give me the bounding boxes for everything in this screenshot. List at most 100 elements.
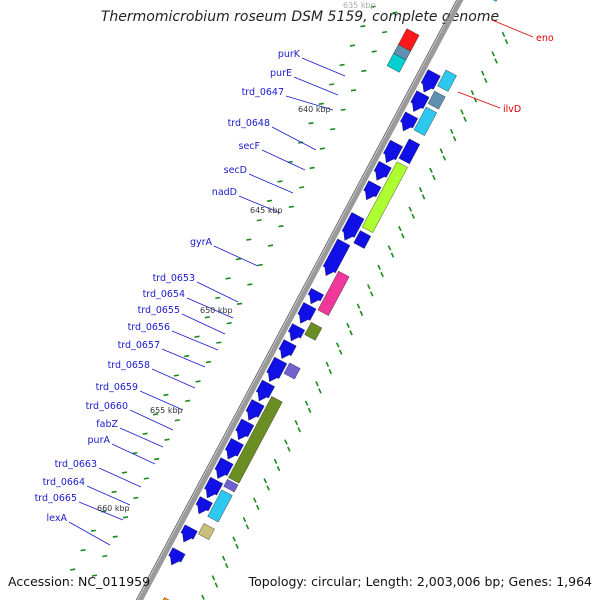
blue-gene-arrow-18 [224,438,244,460]
leader-line-6 [248,173,294,194]
gene-label-fabz[interactable]: fabZ [96,419,118,430]
gene-label-trd_0660[interactable]: trd_0660 [86,401,128,412]
tick-mark [201,594,205,600]
map-title: Thermomicrobium roseum DSM 5159, complet… [100,9,500,25]
gene-label-trd_0663[interactable]: trd_0663 [55,459,97,470]
tick-mark [319,147,325,150]
gene-label-trd_0656[interactable]: trd_0656 [128,322,170,333]
leader-line-15 [139,390,184,411]
tick-mark [387,245,392,251]
tick-mark [371,50,377,53]
trd0654-feature [304,322,323,341]
tick-mark [398,225,402,232]
gene-label-trd_0665[interactable]: trd_0665 [35,493,77,504]
gene-label-nadd[interactable]: nadD [212,187,237,198]
gene-label-gyra[interactable]: gyrA [190,237,213,248]
gene-label-trd_0658[interactable]: trd_0658 [108,360,150,371]
purA-feature [207,489,233,523]
tick-mark [294,419,299,426]
fabZ-feature [223,479,239,493]
tick-mark [349,44,356,47]
secD-feature [361,161,408,233]
gene-label-pure[interactable]: purE [270,68,292,79]
tick-mark [225,277,231,280]
tick-mark [132,451,138,455]
leader-line-12 [171,330,219,351]
tick-mark [470,90,475,96]
tick-mark [236,302,243,305]
tick-mark [429,167,433,173]
blue-gene-arrow-17 [235,418,255,441]
leader-line-4 [271,126,317,151]
tick-mark [216,341,222,344]
tick-mark [504,39,509,45]
tick-mark [309,166,315,170]
tick-mark [370,5,376,8]
gene-label-pura[interactable]: purA [88,435,111,446]
trd0657-feature [283,362,301,380]
leader-line-16 [129,409,174,431]
tick-mark [350,89,357,92]
gene-label-secd[interactable]: secD [224,165,247,176]
tick-mark [338,349,343,355]
tick-mark [278,225,284,228]
tick-mark [315,381,319,387]
tick-mark [245,524,250,530]
leader-line-8 [213,245,259,267]
blue-gene-arrow-23 [168,547,186,566]
tick-mark [304,400,309,406]
tick-mark [184,354,190,358]
gene-label-trd_0648[interactable]: trd_0648 [228,118,270,129]
blue-gene-arrow-22 [180,524,198,543]
tick-mark [284,439,288,445]
tick-mark [185,399,191,403]
gene-label-lexa[interactable]: lexA [47,513,68,524]
tick-mark [307,407,312,413]
gene-label-trd_0647[interactable]: trd_0647 [242,87,284,98]
gene-label-ilvd[interactable]: ilvD [503,104,521,115]
tick-mark [481,70,485,76]
tick-mark [392,11,398,14]
tick-mark [288,205,294,208]
gene-label-secf[interactable]: secF [239,141,260,152]
gene-label-trd_0664[interactable]: trd_0664 [43,477,85,488]
tick-mark [330,127,336,131]
tick-mark [112,535,118,538]
gene-label-trd_0655[interactable]: trd_0655 [138,305,180,316]
genome-backbone [137,0,464,600]
position-mark-650: 650 kbp [200,306,233,315]
leader-line-2 [293,76,339,96]
lexA-feature [162,597,170,600]
leader-line-21 [78,501,124,521]
tick-mark [367,284,371,290]
leader-line-9 [196,281,239,303]
tick-mark [439,148,444,154]
tick-marks [70,5,509,600]
position-mark-660: 660 kbp [97,504,130,513]
tick-mark [221,555,226,562]
tick-mark [214,582,219,588]
tick-mark [308,122,314,125]
tick-mark [297,427,302,433]
gene-label-trd_0659[interactable]: trd_0659 [96,382,138,393]
tick-mark [390,252,395,258]
tick-mark [111,490,117,494]
gene-label-purk[interactable]: purK [278,49,301,60]
gene-label-trd_0653[interactable]: trd_0653 [153,273,195,284]
leader-line-19 [98,467,142,488]
tick-mark [211,575,216,581]
gene-label-trd_0657[interactable]: trd_0657 [118,340,160,351]
tick-mark [361,69,367,73]
tick-mark [318,388,322,394]
tick-mark [235,543,239,549]
tick-mark [173,374,179,377]
tick-mark [411,213,415,219]
gene-label-eno[interactable]: eno [536,33,554,44]
tick-mark [329,83,335,86]
purine-feature [492,0,498,2]
tick-mark [401,233,405,239]
tick-mark [377,264,381,270]
gene-label-trd_0654[interactable]: trd_0654 [143,289,185,300]
tick-mark [463,116,467,122]
tick-mark [359,310,364,316]
